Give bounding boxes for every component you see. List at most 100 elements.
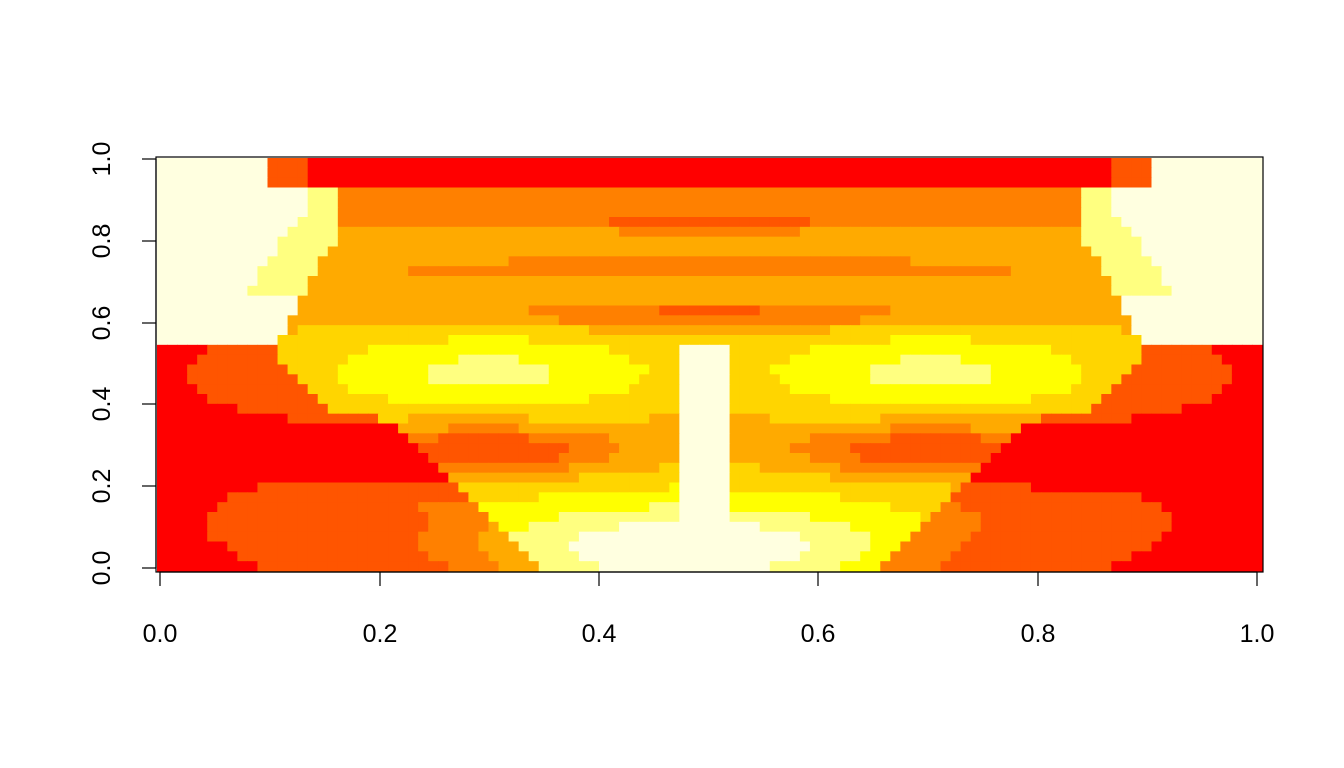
heatmap-cell <box>307 177 319 189</box>
heatmap-cell <box>910 167 922 179</box>
heatmap-cell <box>679 285 691 297</box>
heatmap-cell <box>719 187 731 198</box>
heatmap-cell <box>1211 305 1223 316</box>
heatmap-cell <box>1201 384 1213 395</box>
heatmap-cell <box>729 384 741 395</box>
heatmap-cell <box>1131 246 1143 257</box>
heatmap-cell <box>699 246 711 257</box>
heatmap-cell <box>709 344 721 356</box>
heatmap-cell <box>880 305 891 316</box>
heatmap-cell <box>709 325 721 336</box>
heatmap-cell <box>1030 256 1042 267</box>
heatmap-cell <box>588 158 600 169</box>
heatmap-cell <box>267 423 279 434</box>
heatmap-cell <box>1061 167 1072 179</box>
heatmap-cell <box>1030 374 1042 385</box>
heatmap-cell <box>177 531 188 543</box>
heatmap-cell <box>669 531 680 543</box>
heatmap-cell <box>1161 462 1173 474</box>
heatmap-cell <box>739 462 751 474</box>
heatmap-cell <box>920 315 932 326</box>
heatmap-cell <box>347 197 359 208</box>
heatmap-cell <box>1241 561 1253 572</box>
heatmap-cell <box>257 305 269 316</box>
heatmap-cell <box>257 197 269 208</box>
heatmap-cell <box>367 512 379 523</box>
heatmap-cell <box>940 462 952 474</box>
heatmap-cell <box>850 246 861 257</box>
heatmap-cell <box>1111 177 1122 189</box>
heatmap-cell <box>1141 207 1153 218</box>
heatmap-cell <box>940 423 952 434</box>
heatmap-cell <box>478 482 490 493</box>
heatmap-cell <box>1181 325 1193 336</box>
heatmap-cell <box>850 443 861 454</box>
heatmap-cell <box>428 354 439 366</box>
heatmap-cell <box>809 561 821 572</box>
heatmap-cell <box>528 462 540 474</box>
heatmap-cell <box>237 226 249 238</box>
heatmap-cell <box>990 305 1002 316</box>
heatmap-cell <box>408 443 419 454</box>
heatmap-cell <box>619 256 630 267</box>
heatmap-cell <box>689 433 701 444</box>
heatmap-cell <box>759 521 771 533</box>
heatmap-cell <box>478 423 490 434</box>
heatmap-cell <box>468 423 480 434</box>
heatmap-cell <box>558 413 570 425</box>
heatmap-cell <box>418 158 429 169</box>
heatmap-cell <box>1131 335 1143 346</box>
heatmap-cell <box>599 531 610 543</box>
heatmap-cell <box>649 266 660 277</box>
heatmap-cell <box>920 207 932 218</box>
heatmap-cell <box>247 472 259 484</box>
heatmap-cell <box>1191 335 1203 346</box>
heatmap-cell <box>679 531 691 543</box>
heatmap-cell <box>1241 167 1253 179</box>
heatmap-cell <box>619 236 630 248</box>
heatmap-cell <box>649 158 660 169</box>
heatmap-cell <box>287 197 299 208</box>
heatmap-cell <box>860 266 871 277</box>
heatmap-cell <box>659 246 670 257</box>
heatmap-cell <box>367 158 379 169</box>
heatmap-cell <box>830 197 841 208</box>
heatmap-cell <box>378 325 389 336</box>
heatmap-cell <box>629 502 640 513</box>
heatmap-cell <box>769 403 781 415</box>
heatmap-cell <box>1201 521 1213 533</box>
heatmap-cell <box>1161 167 1173 179</box>
heatmap-cell <box>890 167 901 179</box>
heatmap-cell <box>1071 531 1082 543</box>
heatmap-cell <box>1051 167 1062 179</box>
heatmap-cell <box>1191 423 1203 434</box>
heatmap-cell <box>1000 207 1012 218</box>
heatmap-cell <box>809 158 821 169</box>
heatmap-cell <box>237 177 249 189</box>
heatmap-cell <box>729 521 741 533</box>
heatmap-cell <box>177 394 188 405</box>
heatmap-cell <box>689 413 701 425</box>
heatmap-cell <box>508 344 520 356</box>
heatmap-cell <box>177 482 188 493</box>
heatmap-cell <box>458 482 470 493</box>
heatmap-cell <box>197 492 208 503</box>
heatmap-cell <box>428 521 439 533</box>
heatmap-cell <box>1161 207 1173 218</box>
heatmap-cell <box>860 167 871 179</box>
heatmap-cell <box>1221 364 1233 375</box>
heatmap-cell <box>1010 177 1022 189</box>
heatmap-cell <box>1071 354 1082 366</box>
heatmap-cell <box>739 197 751 208</box>
heatmap-cell <box>820 325 831 336</box>
heatmap-cell <box>769 325 781 336</box>
heatmap-cell <box>759 512 771 523</box>
heatmap-cell <box>1071 246 1082 257</box>
heatmap-cell <box>980 374 992 385</box>
heatmap-cell <box>468 315 480 326</box>
heatmap-cell <box>207 541 218 552</box>
heatmap-cell <box>167 187 178 198</box>
heatmap-cell <box>1121 561 1133 572</box>
heatmap-cell <box>729 207 741 218</box>
heatmap-cell <box>910 217 922 228</box>
